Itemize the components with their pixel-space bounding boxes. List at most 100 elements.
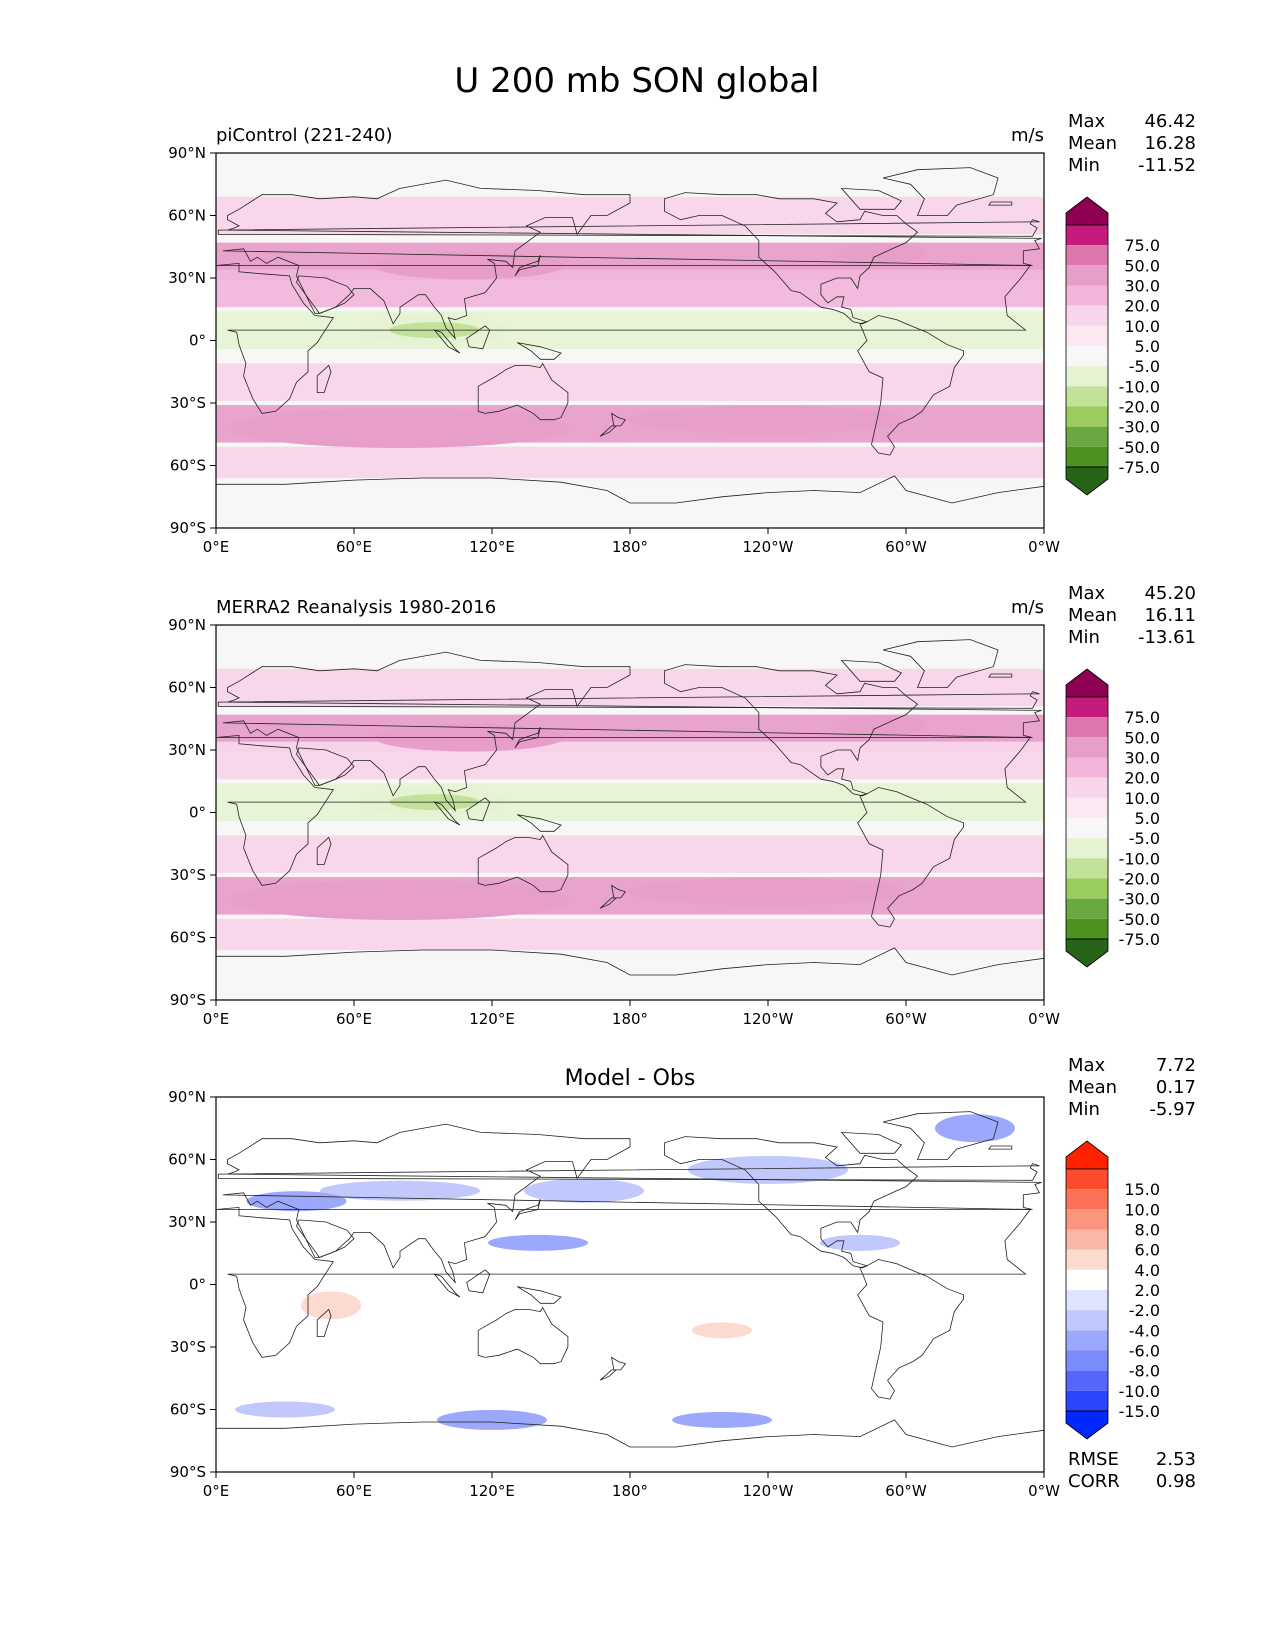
- colorbar-tick-label: -10.0: [1119, 1382, 1160, 1401]
- stat-label: Min: [1068, 627, 1100, 648]
- colorbar-cell: [1066, 1189, 1108, 1210]
- colorbar-cell: [1066, 1249, 1108, 1270]
- y-tick-label: 30°N: [168, 1213, 206, 1231]
- coastline: [857, 315, 964, 456]
- coastline: [466, 797, 491, 822]
- colorbar-extend-top: [1065, 668, 1109, 698]
- stat-value: 46.42: [1144, 111, 1196, 132]
- x-tick-label: 60°W: [885, 1482, 927, 1500]
- y-tick-label: 30°S: [170, 394, 206, 412]
- coastline: [477, 834, 569, 893]
- coastline: [882, 1111, 999, 1160]
- coastline: [296, 747, 355, 786]
- colorbar-cell: [1066, 797, 1108, 818]
- extra-stat-value: 0.98: [1156, 1471, 1196, 1492]
- colorbar-extend-bottom: [1065, 466, 1109, 496]
- colorbar-tick-label: -10.0: [1119, 377, 1160, 396]
- jet-core-south-pacific: [628, 877, 908, 906]
- coastline: [433, 801, 461, 826]
- coastline: [514, 1198, 541, 1221]
- colorbar-tick-label: 4.0: [1135, 1261, 1160, 1280]
- coastlines: [216, 1111, 1044, 1472]
- zonal-band: [216, 363, 1044, 401]
- colorbar-tick-label: 30.0: [1124, 749, 1160, 768]
- colorbar-tick-label: 2.0: [1135, 1281, 1160, 1300]
- x-tick-label: 180°: [612, 538, 648, 556]
- y-tick-label: 90°S: [170, 1463, 206, 1481]
- x-tick-label: 120°E: [469, 1482, 515, 1500]
- anomaly-blob: [820, 1234, 900, 1251]
- coastline: [611, 412, 627, 427]
- anomaly-blob: [963, 1324, 1033, 1349]
- colorbar-tick-label: 5.0: [1135, 809, 1160, 828]
- map-panel-2: 0°E 60°E 120°E 180° 120°W 60°W 0°W 90°N 60°N 30°N…: [168, 583, 1196, 1028]
- anomaly-blob: [235, 1401, 335, 1418]
- anomaly-blob: [320, 1180, 480, 1201]
- anomaly-blob: [301, 1291, 361, 1320]
- colorbar-cell: [1066, 1209, 1108, 1230]
- colorbar-extend-top: [1065, 1140, 1109, 1170]
- figure-title: U 200 mb SON global: [454, 61, 819, 101]
- colorbar-cell: [1066, 1290, 1108, 1311]
- coastline: [216, 947, 1044, 1000]
- y-tick-label: 0°: [189, 804, 206, 822]
- x-tick-label: 180°: [612, 1010, 648, 1028]
- colorbar-cell: [1066, 386, 1108, 407]
- x-tick-label: 60°E: [336, 1482, 372, 1500]
- colorbar-cell: [1066, 1350, 1108, 1371]
- colorbar-tick-label: 30.0: [1124, 277, 1160, 296]
- zonal-band: [216, 950, 1044, 988]
- coastline: [664, 664, 919, 797]
- coastline: [216, 1419, 1044, 1472]
- colorbar-extend-bottom: [1065, 1410, 1109, 1440]
- anomaly-blob: [672, 1411, 772, 1428]
- colorbar-frame: [1065, 224, 1109, 468]
- colorbar-tick-label: 8.0: [1135, 1221, 1160, 1240]
- colorbar-tick-label: -4.0: [1129, 1321, 1160, 1340]
- y-tick-label: 60°N: [168, 679, 206, 697]
- stat-label: Max: [1068, 111, 1106, 132]
- colorbar-cell: [1066, 858, 1108, 879]
- colorbar-cell: [1066, 245, 1108, 266]
- x-tick-label: 0°W: [1028, 1482, 1060, 1500]
- colorbar: 15.010.0 8.06.04.02.0-2.0-4.0 -6.0-8.0-10.…: [1065, 1140, 1160, 1440]
- y-tick-label: 0°: [189, 332, 206, 350]
- coastline: [857, 787, 964, 928]
- colorbar-tick-label: -6.0: [1129, 1342, 1160, 1361]
- colorbar-extend-bottom: [1065, 938, 1109, 968]
- panel-title: MERRA2 Reanalysis 1980-2016: [216, 597, 496, 618]
- colorbar-cell: [1066, 1390, 1108, 1411]
- zonal-band: [216, 478, 1044, 516]
- coastline: [988, 673, 1013, 678]
- stat-label: Max: [1068, 583, 1106, 604]
- coastline: [664, 1136, 919, 1269]
- coastline: [217, 691, 1040, 709]
- coastline: [222, 179, 1042, 340]
- colorbar-tick-label: -50.0: [1119, 438, 1160, 457]
- x-tick-label: 0°W: [1028, 1010, 1060, 1028]
- anomaly-blob: [248, 1241, 368, 1286]
- coastline: [611, 1356, 627, 1371]
- map-panel-1: 0°E 60°E 120°E 180° 120°W 60°W 0°W 90°N 60°N 30°N…: [168, 111, 1196, 556]
- coastline: [217, 1163, 1040, 1181]
- anomaly-blob: [437, 1409, 547, 1430]
- stat-value: 16.11: [1144, 605, 1196, 626]
- coastline: [316, 364, 332, 394]
- units-label: m/s: [1011, 125, 1044, 146]
- colorbar-cell: [1066, 717, 1108, 738]
- colorbar-cell: [1066, 1310, 1108, 1331]
- colorbar-tick-label: 5.0: [1135, 337, 1160, 356]
- colorbar-cell: [1066, 898, 1108, 919]
- anomaly-blob: [688, 1155, 848, 1184]
- coastline: [216, 734, 1031, 886]
- stat-label: Min: [1068, 1099, 1100, 1120]
- coastline: [517, 342, 562, 360]
- y-tick-label: 30°N: [168, 741, 206, 759]
- colorbar-tick-label: -8.0: [1129, 1362, 1160, 1381]
- x-tick-label: 60°W: [885, 1010, 927, 1028]
- coastline: [466, 325, 491, 350]
- extra-stat-value: 2.53: [1156, 1449, 1196, 1470]
- colorbar-cell: [1066, 426, 1108, 447]
- stat-label: Mean: [1068, 1077, 1117, 1098]
